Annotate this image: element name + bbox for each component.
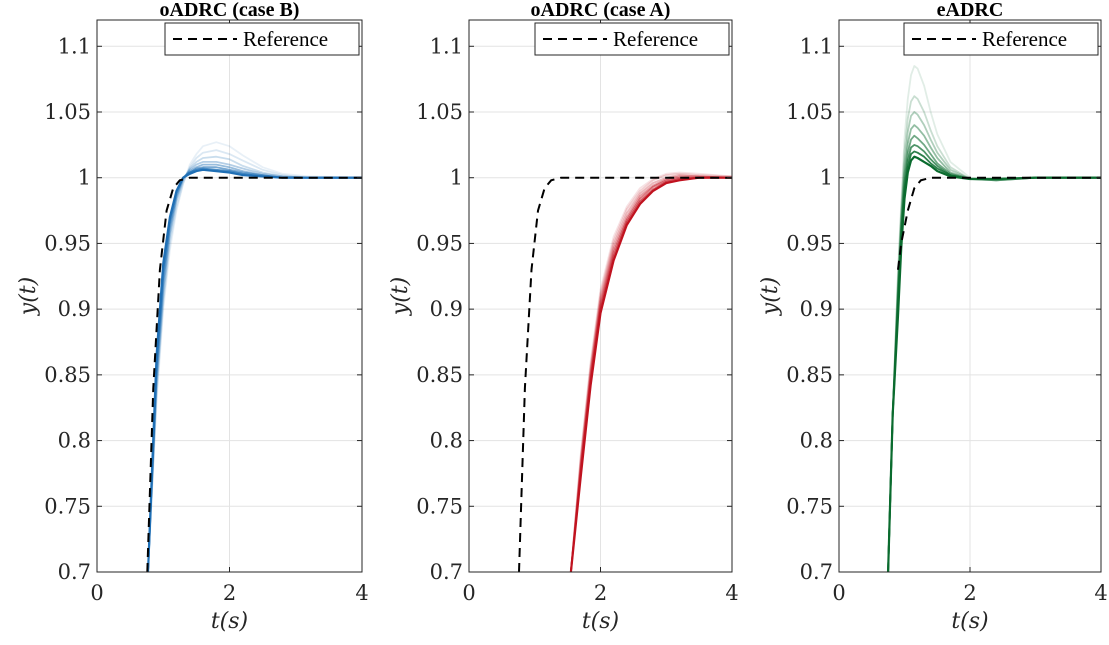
x-axis-label: t(s) xyxy=(582,609,619,634)
y-tick-label: 0.75 xyxy=(44,494,91,518)
chart-title: oADRC (case A) xyxy=(531,0,671,21)
y-tick-label: 1.05 xyxy=(44,100,91,124)
x-axis-label: t(s) xyxy=(211,609,248,634)
y-tick-label: 0.85 xyxy=(44,363,91,387)
y-tick-label: 0.7 xyxy=(430,560,463,584)
y-tick-label: 0.7 xyxy=(800,560,833,584)
legend-label: Reference xyxy=(613,27,698,51)
x-tick-label: 0 xyxy=(832,581,845,605)
legend-box xyxy=(164,22,360,56)
y-tick-label: 0.85 xyxy=(416,363,463,387)
series-line xyxy=(570,171,732,572)
chart-title: oADRC (case B) xyxy=(160,0,300,21)
series-line xyxy=(147,160,362,572)
x-tick-label: 4 xyxy=(725,581,738,605)
y-tick-label: 1.05 xyxy=(786,100,833,124)
y-tick-label: 1.1 xyxy=(430,34,463,58)
reference-line xyxy=(897,176,1101,270)
y-tick-label: 1 xyxy=(78,166,91,190)
legend-box xyxy=(903,22,1099,56)
chart-panel-3: 0 2 4 0.7 0.75 0.8 0.85 0.9 0.95 1 1.05 1.1 t(s) y(t)… xyxy=(758,0,1108,634)
y-tick-label: 0.8 xyxy=(58,429,91,453)
y-tick-label: 1 xyxy=(450,166,463,190)
x-tick-label: 4 xyxy=(355,581,368,605)
legend: Reference xyxy=(534,22,730,56)
series-line xyxy=(147,155,362,572)
y-tick-label: 1 xyxy=(820,166,833,190)
legend-label: Reference xyxy=(243,27,328,51)
y-tick-label: 0.75 xyxy=(416,494,463,518)
y-tick-label: 1.1 xyxy=(58,34,91,58)
y-tick-label: 0.9 xyxy=(58,297,91,321)
series-group xyxy=(887,65,1101,572)
y-axis-label: y(t) xyxy=(16,277,41,316)
x-tick-label: 0 xyxy=(462,581,475,605)
legend: Reference xyxy=(903,22,1099,56)
legend-label: Reference xyxy=(982,27,1067,51)
legend-box xyxy=(534,22,730,56)
chart-title: eADRC xyxy=(937,0,1004,21)
y-tick-label: 0.9 xyxy=(430,297,463,321)
series-group xyxy=(518,171,732,572)
y-tick-label: 0.75 xyxy=(786,494,833,518)
x-tick-label: 2 xyxy=(223,581,236,605)
series-line xyxy=(147,149,362,572)
series-group xyxy=(146,141,362,572)
series-line xyxy=(147,141,362,572)
chart-panel-1: 0 2 4 0.7 0.75 0.8 0.85 0.9 0.95 1 1.05 1.1 t(s) y(t)… xyxy=(16,0,369,634)
y-tick-label: 0.95 xyxy=(44,231,91,255)
y-tick-label: 0.95 xyxy=(416,231,463,255)
y-tick-label: 0.8 xyxy=(800,429,833,453)
y-tick-label: 1.1 xyxy=(800,34,833,58)
legend: Reference xyxy=(164,22,360,56)
chart-panel-2: 0 2 4 0.7 0.75 0.8 0.85 0.9 0.95 1 1.05 1.1 t(s) y(t)… xyxy=(388,0,739,634)
y-tick-label: 1.05 xyxy=(416,100,463,124)
x-axis-label: t(s) xyxy=(951,609,988,634)
reference-line xyxy=(518,176,732,572)
y-tick-label: 0.8 xyxy=(430,429,463,453)
y-axis-label: y(t) xyxy=(758,277,783,316)
series-line xyxy=(887,155,1101,572)
x-tick-label: 2 xyxy=(963,581,976,605)
series-line xyxy=(570,172,732,572)
y-tick-label: 0.7 xyxy=(58,560,91,584)
y-tick-label: 0.9 xyxy=(800,297,833,321)
series-line xyxy=(569,176,732,572)
x-tick-label: 2 xyxy=(594,581,607,605)
y-tick-label: 0.85 xyxy=(786,363,833,387)
reference-line xyxy=(146,176,362,572)
y-tick-label: 0.95 xyxy=(786,231,833,255)
x-tick-label: 4 xyxy=(1094,581,1107,605)
x-tick-label: 0 xyxy=(90,581,103,605)
y-axis-label: y(t) xyxy=(388,277,413,316)
